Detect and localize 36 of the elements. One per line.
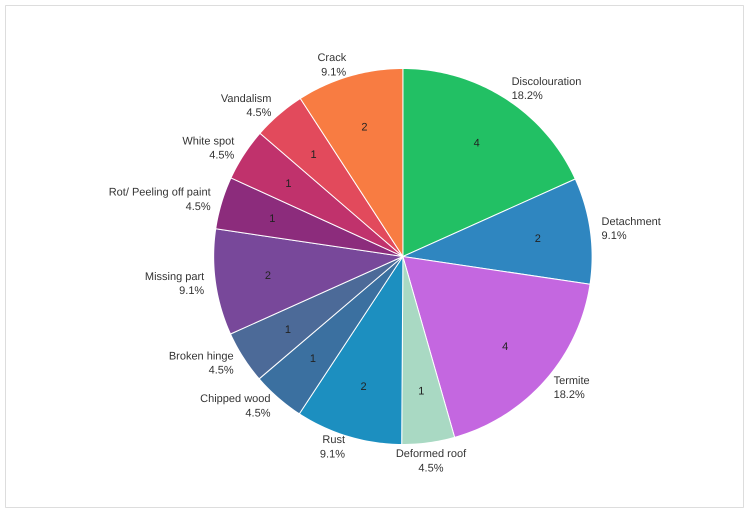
data-label: 9.1% — [320, 448, 346, 461]
text: 2 — [534, 232, 541, 245]
data-label: 4.5% — [245, 407, 271, 420]
slice-label: Rot/ Peeling off paint — [108, 186, 211, 198]
slice-label: Termite — [554, 374, 590, 387]
text: 1 — [310, 149, 317, 162]
text: 2 — [264, 270, 272, 282]
data-label: 4.5% — [186, 200, 211, 213]
slice-label: Discolouration — [512, 76, 582, 88]
text: 4 — [502, 340, 508, 353]
slice-label: Broken hinge — [168, 350, 234, 362]
data-label: 9.1% — [179, 285, 204, 298]
text: 1 — [269, 212, 276, 225]
text: 1 — [285, 178, 292, 190]
text: 1 — [418, 386, 424, 398]
slice-label: Chipped wood — [200, 393, 271, 406]
data-label: 4.5% — [418, 462, 444, 475]
slice-label: Deformed roof — [396, 448, 468, 460]
slice-label: White spot — [182, 135, 234, 148]
slice-label: Vandalism — [220, 92, 272, 105]
slice-label: Rust — [322, 434, 346, 446]
text: 2 — [360, 381, 367, 394]
slice-label: Detachment — [602, 216, 661, 228]
text: 4 — [474, 138, 480, 150]
text: 1 — [284, 324, 291, 336]
data-label: 4.5% — [246, 107, 272, 120]
data-label: 9.1% — [321, 66, 346, 79]
data-label: 9.1% — [602, 230, 627, 242]
data-label: 18.2% — [512, 90, 544, 102]
text: 2 — [361, 122, 368, 134]
data-label: 4.5% — [209, 150, 235, 162]
slice-label: Missing part — [144, 270, 204, 283]
text: 1 — [310, 353, 316, 366]
data-label: 4.5% — [208, 364, 234, 377]
slice-label: Crack — [317, 52, 347, 64]
data-label: 18.2% — [554, 389, 585, 402]
